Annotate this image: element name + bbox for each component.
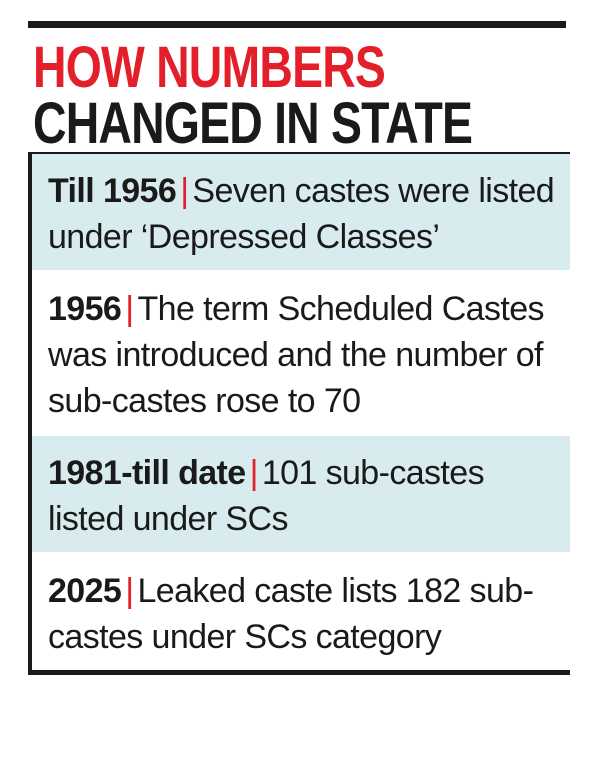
- row-text: Seven castes were listed under ‘Depresse…: [48, 172, 555, 256]
- timeline-row: 2025 | Leaked caste lists 182 sub-castes u…: [32, 554, 570, 670]
- separator: |: [125, 572, 134, 610]
- row-label: 1956: [48, 290, 122, 328]
- row-label: 2025: [48, 572, 122, 610]
- row-label: 1981-till date: [48, 454, 246, 492]
- separator: |: [180, 172, 189, 210]
- title-line: HOW NUMBERS: [33, 35, 386, 100]
- separator: |: [249, 454, 259, 492]
- row-text: The term Scheduled Castes was introduced…: [48, 290, 545, 420]
- timeline-box: Till 1956 | Seven castes were listed under…: [28, 152, 570, 675]
- top-rule: [28, 21, 566, 28]
- timeline-row: Till 1956 | Seven castes were listed under…: [32, 154, 570, 272]
- title-line: CHANGED IN STATE: [33, 91, 473, 156]
- row-text: 101 sub-castes listed under SCs: [48, 454, 485, 538]
- timeline-row: 1956 | The term Scheduled Castes was intro…: [32, 272, 570, 436]
- row-label: Till 1956: [48, 172, 177, 210]
- separator: |: [125, 290, 134, 328]
- row-text: Leaked caste lists 182 sub-castes under …: [48, 572, 534, 656]
- timeline-row: 1981-till date | 101 sub-castes listed und…: [32, 436, 570, 554]
